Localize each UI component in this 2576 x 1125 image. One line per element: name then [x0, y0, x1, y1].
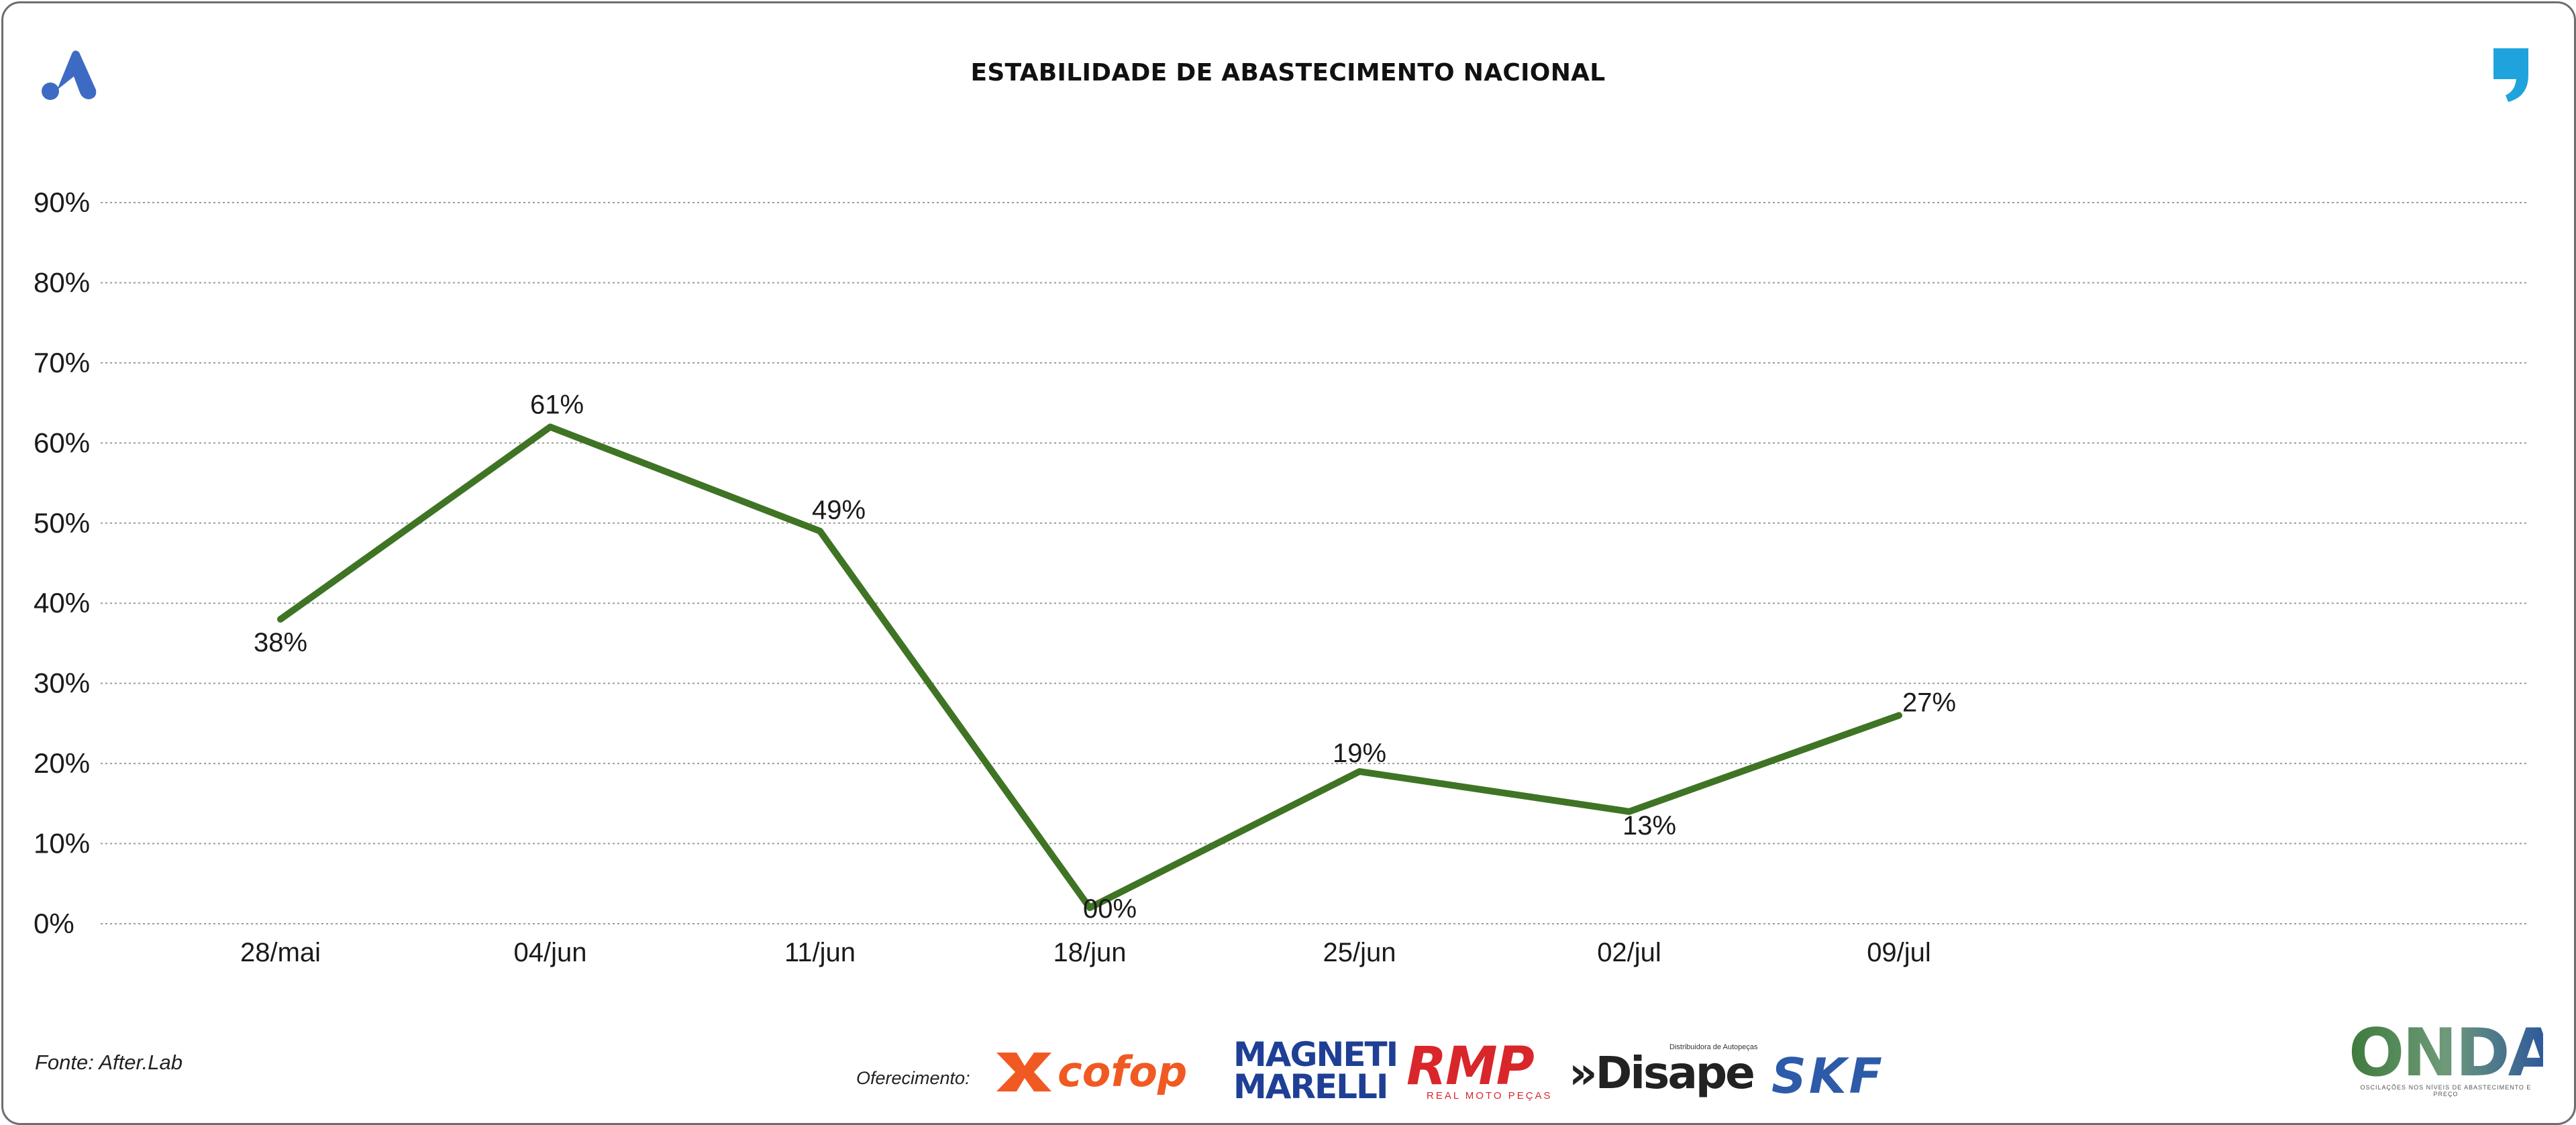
cofop-logo: cofop — [995, 1047, 1187, 1097]
magneti-text: MAGNETI — [1233, 1035, 1398, 1074]
x-tick-label: 25/jun — [1323, 938, 1396, 967]
disape-logo: Distribuidora de Autopeças »Disape — [1569, 1043, 1757, 1095]
series-layer — [277, 423, 1902, 912]
source-note: Fonte: After.Lab — [35, 1051, 183, 1074]
onda-logo: ONDA OSCILAÇÕES NOS NÍVEIS DE ABASTECIME… — [2349, 1015, 2559, 1097]
x-tick-label: 18/jun — [1053, 938, 1127, 967]
x-tick-label: 04/jun — [514, 938, 587, 967]
data-label: 38% — [254, 628, 307, 657]
data-label: 49% — [812, 496, 866, 525]
rmp-text: RMP — [1406, 1036, 1535, 1097]
y-tick-label: 80% — [34, 266, 90, 298]
y-tick-label: 50% — [34, 507, 90, 539]
data-label: 13% — [1622, 811, 1676, 841]
x-tick-label: 11/jun — [784, 938, 856, 967]
sponsor-label: Oferecimento: — [856, 1068, 970, 1088]
y-tick-label: 30% — [34, 667, 90, 699]
cofop-text: cofop — [1058, 1047, 1188, 1096]
disape-text: »Disape — [1569, 1047, 1755, 1099]
x-tick-label: 09/jul — [1867, 938, 1931, 967]
data-label: 27% — [1902, 688, 1956, 717]
y-tick-label: 20% — [34, 747, 90, 779]
rmp-logo: RMP REAL MOTO PEÇAS — [1406, 1036, 1553, 1102]
x-axis-ticks: 28/mai 04/jun 11/jun 18/jun 25/jun 02/jul 09/j… — [240, 938, 1931, 967]
y-tick-label: 60% — [34, 427, 90, 458]
disape-tagline: Distribuidora de Autopeças — [1669, 1043, 1758, 1051]
x-tick-label: 28/mai — [240, 938, 321, 967]
cofop-x-icon — [996, 1052, 1051, 1091]
y-tick-label: 0% — [34, 908, 74, 939]
skf-logo: SKF — [1771, 1048, 1885, 1104]
a-shape-logo-icon — [42, 50, 97, 100]
rmp-tagline: REAL MOTO PEÇAS — [1427, 1090, 1553, 1102]
data-label: 00% — [1083, 894, 1137, 924]
y-axis-ticks: 0% 10% 20% 30% 40% 50% 60% 70% 80% 90% — [34, 186, 90, 939]
comma-logo-icon — [2493, 48, 2528, 102]
chart-title: ESTABILIDADE DE ABASTECIMENTO NACIONAL — [970, 59, 1606, 87]
data-label: 61% — [530, 390, 584, 419]
marelli-text: MARELLI — [1233, 1067, 1388, 1106]
y-tick-label: 70% — [34, 347, 90, 378]
y-tick-label: 90% — [34, 186, 90, 218]
magneti-marelli-logo: MAGNETI MARELLI — [1233, 1035, 1398, 1106]
onda-tagline: OSCILAÇÕES NOS NÍVEIS DE ABASTECIMENTO E… — [2360, 1084, 2532, 1097]
onda-text: ONDA — [2349, 1015, 2559, 1091]
line-chart: 0% 10% 20% 30% 40% 50% 60% 70% 80% 90% 28/mai 04/j… — [34, 186, 2528, 967]
series-line — [277, 423, 1902, 912]
y-tick-label: 40% — [34, 587, 90, 619]
data-label: 19% — [1333, 739, 1386, 768]
y-tick-label: 10% — [34, 828, 90, 859]
x-tick-label: 02/jul — [1597, 938, 1661, 967]
grid-layer — [101, 202, 2528, 924]
data-labels: 38% 61% 49% 00% 19% 13% 27% — [254, 390, 1956, 924]
